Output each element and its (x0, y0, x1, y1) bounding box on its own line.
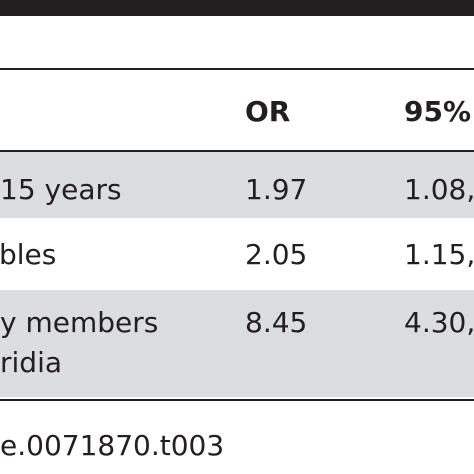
table-row: bles 2.05 1.15, (0, 218, 474, 271)
row-ci: 1.15, (404, 238, 474, 271)
row-ci: 1.08, (404, 173, 474, 206)
header-bottom-rule (0, 150, 474, 152)
row-or: 1.97 (245, 173, 308, 206)
header-or: OR (245, 95, 291, 128)
table-header-row: OR 95% (0, 72, 474, 150)
row-ci: 4.30, (404, 306, 474, 339)
row-or: 2.05 (245, 238, 308, 271)
table-bottom-rule (0, 399, 474, 401)
row-variable: 15 years (0, 173, 122, 206)
header-top-rule (0, 68, 474, 70)
header-ci: 95% (404, 95, 472, 128)
table-row: y members ridia 8.45 4.30, (0, 290, 474, 397)
table-doi-footnote: e.0071870.t003 (0, 429, 225, 462)
row-variable: bles (0, 238, 57, 271)
row-or: 8.45 (245, 306, 308, 339)
row-variable-line2: ridia (0, 346, 63, 379)
top-border (0, 0, 474, 16)
table-row: 15 years 1.97 1.08, (0, 152, 474, 218)
row-variable-line1: y members (0, 306, 159, 339)
